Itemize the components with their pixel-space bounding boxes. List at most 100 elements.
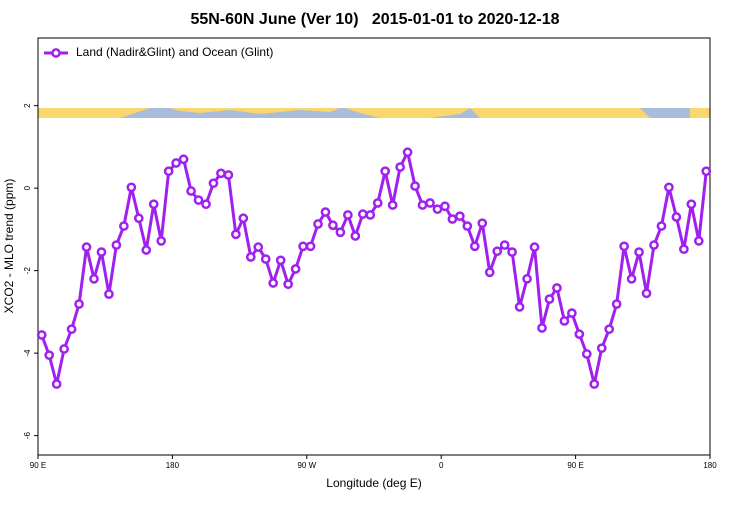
data-point <box>432 204 443 215</box>
data-point <box>201 199 211 210</box>
data-point <box>372 198 383 208</box>
data-point <box>365 210 376 220</box>
data-point <box>96 247 107 257</box>
data-point <box>223 170 234 180</box>
map-strip <box>38 108 710 118</box>
data-point <box>231 229 241 240</box>
data-point <box>268 278 279 288</box>
data-point <box>537 323 547 333</box>
data-point <box>216 168 226 179</box>
data-point <box>81 242 92 252</box>
data-point <box>552 283 562 293</box>
data-point <box>410 181 420 191</box>
data-point <box>178 154 189 165</box>
data-point <box>208 178 219 189</box>
data-point <box>425 198 435 208</box>
x-tick-label: 180 <box>166 461 180 470</box>
data-point <box>253 242 264 252</box>
data-point <box>51 379 62 389</box>
data-point <box>350 231 361 241</box>
data-point <box>245 252 256 262</box>
legend-label: Land (Nadir&Glint) and Ocean (Glint) <box>76 45 273 59</box>
data-point <box>641 288 652 299</box>
data-point <box>275 255 286 266</box>
data-point <box>313 219 323 229</box>
data-point <box>36 330 47 340</box>
data-point <box>260 254 271 264</box>
series-line <box>40 147 708 385</box>
y-axis-label: XCO2 - MLO trend (ppm) <box>2 179 16 314</box>
data-point <box>604 324 615 335</box>
data-point <box>133 213 144 224</box>
data-point <box>484 267 495 278</box>
data-point <box>343 210 353 220</box>
y-tick-label: -2 <box>23 267 32 275</box>
data-point <box>335 227 346 238</box>
data-point <box>671 212 682 222</box>
data-point <box>193 195 204 205</box>
data-point <box>111 240 122 250</box>
y-tick-label: -4 <box>23 349 32 357</box>
y-tick-label: 2 <box>23 103 32 108</box>
data-point <box>469 241 480 252</box>
data-point <box>559 316 570 326</box>
data-point <box>656 221 667 231</box>
data-point <box>417 200 428 210</box>
y-tick-label: -6 <box>23 432 32 440</box>
data-point <box>320 207 331 217</box>
data-point <box>141 245 152 255</box>
data-point <box>522 274 532 284</box>
data-point <box>626 274 637 284</box>
x-tick-label: 90 E <box>567 461 583 470</box>
data-point <box>59 344 69 354</box>
chart-title: 55N-60N June (Ver 10) 2015-01-01 to 2020… <box>190 11 559 28</box>
data-point <box>634 247 644 257</box>
data-point <box>298 241 308 252</box>
data-point <box>499 240 510 250</box>
data-point <box>589 379 600 389</box>
x-tick-label: 0 <box>439 461 444 470</box>
y-tick-label: 0 <box>23 185 32 190</box>
data-point <box>290 264 301 274</box>
data-point <box>455 211 465 222</box>
data-point <box>171 158 181 168</box>
data-point <box>126 182 137 193</box>
data-point <box>686 199 697 210</box>
data-point <box>387 200 398 210</box>
data-point <box>581 349 592 359</box>
data-point <box>440 201 450 212</box>
data-point <box>283 279 293 290</box>
data-point <box>693 236 704 246</box>
data-point <box>305 241 316 252</box>
data-point <box>701 166 712 177</box>
data-point <box>664 182 674 193</box>
data-point <box>514 302 525 312</box>
data-point <box>529 242 540 252</box>
data-point <box>447 214 458 224</box>
data-point <box>395 162 405 172</box>
data-point <box>679 244 689 255</box>
data-point <box>477 218 488 229</box>
data-point <box>44 350 55 361</box>
data-point <box>357 209 368 219</box>
data-point <box>66 324 77 335</box>
data-point <box>89 274 99 284</box>
data-point <box>507 247 517 257</box>
x-tick-label: 180 <box>703 461 717 470</box>
data-point <box>74 299 84 309</box>
x-tick-label: 90 E <box>30 461 46 470</box>
data-point <box>104 289 114 299</box>
data-point <box>492 246 503 257</box>
data-point <box>238 213 249 224</box>
data-point <box>402 147 413 158</box>
x-tick-label: 90 W <box>297 461 316 470</box>
data-point <box>596 343 607 354</box>
data-point <box>567 308 577 318</box>
legend-marker <box>51 48 61 58</box>
x-axis-label: Longitude (deg E) <box>326 476 421 490</box>
data-point <box>163 166 174 177</box>
data-point <box>156 236 167 246</box>
data-point <box>328 220 338 231</box>
data-point <box>649 240 659 250</box>
